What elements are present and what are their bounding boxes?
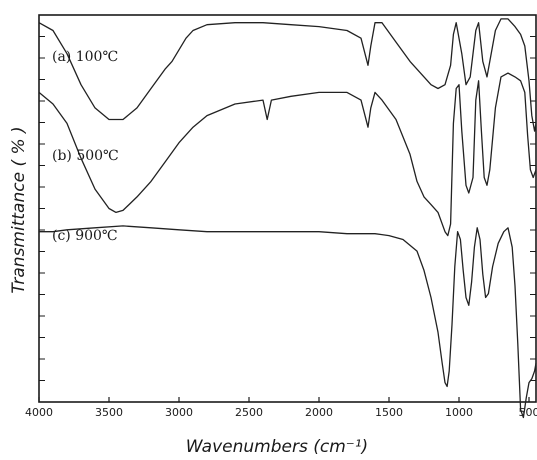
series-label-b: (b) 500℃ [52,148,119,164]
x-tick-label: 2500 [235,406,263,419]
x-tick-label: 3500 [95,406,123,419]
spectra [38,18,537,419]
plot-frame [38,14,537,403]
series-label-c: (c) 900℃ [52,228,118,244]
spectrum-line-c [39,225,537,419]
series-labels: (a) 100℃ (b) 500℃ (c) 900℃ [52,49,119,244]
spectrum-line-b [38,72,537,237]
series-label-a: (a) 100℃ [52,49,118,65]
x-tick-label: 3000 [165,406,193,419]
x-tick-label: 2000 [305,406,333,419]
x-axis-ticks: 4000 3500 3000 2500 2000 1500 1000 500 [25,397,537,419]
x-axis-title: Wavenumbers (cm⁻¹) [186,437,368,457]
x-tick-label: 1000 [445,406,473,419]
y-axis-title: Transmittance ( % ) [9,126,29,293]
spectrum-line-a [38,18,537,132]
x-tick-label: 1500 [375,406,403,419]
x-tick-label: 4000 [25,406,53,419]
y-axis-ticks [39,36,536,381]
